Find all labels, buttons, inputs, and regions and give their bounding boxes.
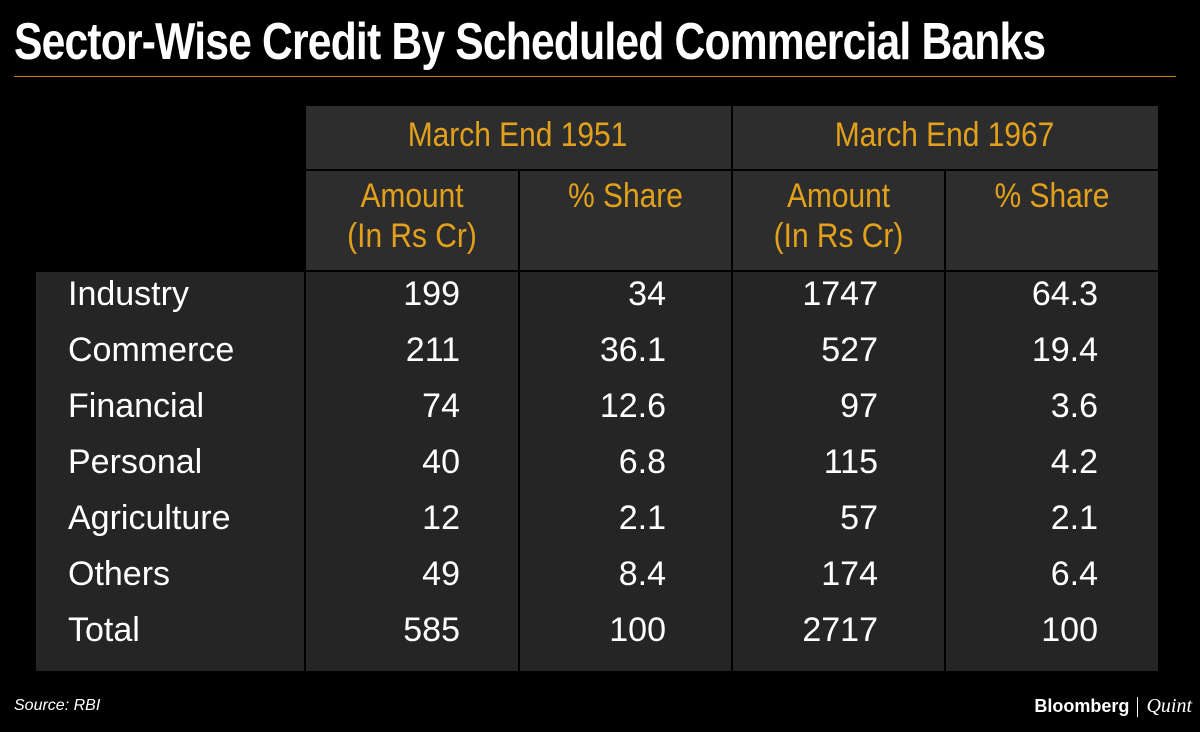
column-divider	[731, 106, 733, 671]
table-cell: 2.1	[1050, 499, 1098, 537]
table-cell: 74	[422, 387, 460, 425]
table-body-background	[36, 272, 1158, 671]
column-header-line: Amount	[786, 177, 891, 215]
table-cell: 64.3	[1031, 275, 1098, 313]
group-header-1951: March End 1951	[407, 116, 628, 154]
table-cell: 57	[840, 499, 878, 537]
column-divider	[304, 106, 306, 671]
table-cell: 40	[422, 443, 460, 481]
title-divider	[14, 76, 1176, 77]
row-label: Personal	[68, 443, 203, 481]
table-cell: 585	[403, 611, 460, 649]
table-cell: 211	[405, 331, 460, 369]
table-cell: 100	[1041, 611, 1098, 649]
row-label: Total	[68, 611, 140, 649]
column-divider	[518, 169, 520, 671]
table-cell: 174	[821, 555, 878, 593]
table-cell: 1747	[802, 275, 878, 313]
column-divider	[944, 169, 946, 671]
row-label: Agriculture	[68, 499, 231, 537]
brand-logo: Bloomberg Quint	[1034, 695, 1192, 718]
table-cell: 6.4	[1050, 555, 1098, 593]
row-label: Industry	[68, 275, 189, 313]
table-cell: 19.4	[1031, 331, 1098, 369]
credit-table: March End 1951 March End 1967 Amount (In…	[36, 106, 1158, 671]
table-cell: 199	[403, 275, 460, 313]
brand-primary: Bloomberg	[1034, 696, 1130, 716]
row-label: Financial	[68, 387, 205, 425]
column-header-amount-1951: Amount (In Rs Cr)	[319, 176, 506, 256]
table-cell: 115	[823, 443, 878, 481]
table-cell: 6.8	[618, 443, 666, 481]
column-header-line: Amount	[360, 177, 464, 215]
source-note: Source: RBI	[14, 697, 101, 714]
table-cell: 97	[840, 387, 878, 425]
column-header-share-1967: % Share	[959, 176, 1146, 216]
table-cell: 36.1	[599, 331, 666, 369]
column-header-line: % Share	[994, 177, 1110, 215]
table-cell: 3.6	[1050, 387, 1098, 425]
table-cell: 4.2	[1050, 443, 1098, 481]
table-cell: 2.1	[618, 499, 666, 537]
column-header-share-1951: % Share	[533, 176, 719, 216]
table-cell: 2717	[802, 611, 878, 649]
column-header-line: (In Rs Cr)	[347, 217, 477, 255]
brand-secondary: Quint	[1146, 695, 1192, 717]
row-label: Others	[68, 555, 171, 593]
group-header-1967: March End 1967	[834, 116, 1055, 154]
table-cell: 49	[422, 555, 460, 593]
row-label: Commerce	[68, 331, 235, 369]
column-header-line: (In Rs Cr)	[773, 217, 904, 255]
table-cell: 34	[628, 275, 666, 313]
table-cell: 100	[609, 611, 666, 649]
header-bottom-divider	[304, 270, 1158, 272]
table-cell: 527	[821, 331, 878, 369]
table-cell: 12.6	[599, 387, 666, 425]
table-cell: 8.4	[618, 555, 666, 593]
chart-title: Sector-Wise Credit By Scheduled Commerci…	[14, 13, 1046, 71]
column-header-line: % Share	[568, 177, 683, 215]
column-header-amount-1967: Amount (In Rs Cr)	[746, 176, 932, 256]
brand-separator	[1137, 696, 1139, 717]
table-cell: 12	[422, 499, 460, 537]
